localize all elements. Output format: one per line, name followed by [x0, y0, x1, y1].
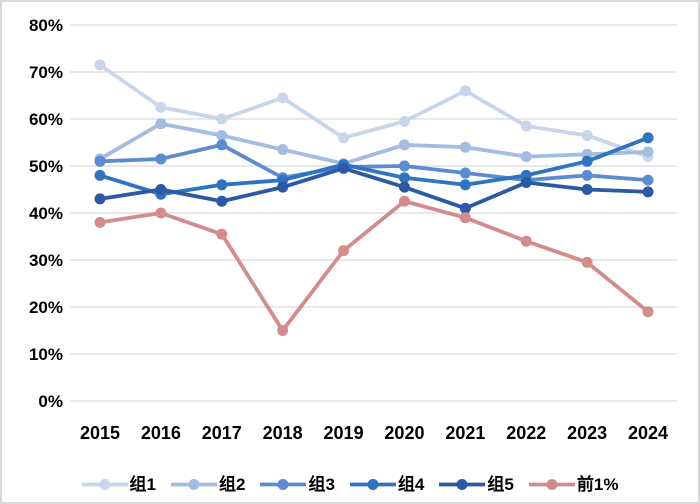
- series-marker-前1%: [642, 306, 654, 318]
- legend-item-组4: 组4: [349, 475, 425, 494]
- series-marker-前1%: [398, 195, 410, 207]
- series-marker-组1: [94, 59, 106, 71]
- x-tick-label: 2020: [384, 423, 424, 443]
- series-line-组2: [98, 121, 650, 166]
- series-marker-组4: [459, 179, 471, 191]
- series-marker-组3: [459, 167, 471, 179]
- series-marker-组5: [520, 176, 532, 188]
- series-marker-组2: [155, 118, 167, 130]
- series-marker-前1%: [338, 245, 350, 257]
- series-marker-组2: [398, 139, 410, 151]
- series-marker-前1%: [155, 207, 167, 219]
- legend-label: 组3: [308, 475, 335, 494]
- series-line-组4: [98, 135, 650, 197]
- series-marker-组4: [642, 132, 654, 144]
- series-marker-组4: [216, 179, 228, 191]
- series-marker-前1%: [216, 228, 228, 240]
- x-tick-label: 2021: [445, 423, 485, 443]
- x-tick-label: 2018: [263, 423, 303, 443]
- series-marker-组2: [520, 151, 532, 163]
- series-marker-组4: [94, 169, 106, 181]
- y-tick-label: 20%: [29, 298, 63, 317]
- x-tick-label: 2016: [141, 423, 181, 443]
- legend: 组1 组2 组3 组4 组5 前1%: [2, 476, 698, 493]
- series-marker-组5: [155, 184, 167, 195]
- legend-label: 组1: [129, 475, 156, 494]
- series-marker-组4: [398, 172, 410, 184]
- legend-swatch-icon: [528, 479, 575, 490]
- series-line-前1%: [98, 199, 650, 333]
- series-marker-组2: [277, 144, 289, 156]
- series-marker-组1: [459, 85, 471, 97]
- series-marker-组1: [398, 115, 410, 127]
- series-line-组1: [98, 63, 650, 159]
- series-marker-组5: [277, 181, 289, 193]
- series-marker-组3: [94, 155, 106, 167]
- legend-label: 组4: [397, 475, 425, 494]
- series-marker-组5: [459, 202, 471, 214]
- legend-swatch-icon: [81, 479, 128, 490]
- legend-swatch-icon: [439, 479, 486, 490]
- legend-item-组3: 组3: [260, 475, 335, 494]
- series-marker-组2: [642, 146, 654, 158]
- series-marker-组5: [642, 186, 654, 198]
- y-tick-label: 30%: [29, 251, 63, 270]
- series-marker-前1%: [459, 212, 471, 224]
- series-marker-组1: [216, 113, 228, 125]
- series-marker-组1: [277, 92, 289, 104]
- series-marker-组2: [216, 129, 228, 141]
- x-tick-label: 2019: [324, 423, 364, 443]
- series-line-组5: [98, 166, 650, 211]
- series-marker-组5: [581, 184, 593, 195]
- y-tick-label: 10%: [29, 345, 63, 364]
- series-marker-组1: [581, 129, 593, 141]
- y-tick-label: 60%: [29, 110, 63, 129]
- series-marker-前1%: [277, 325, 289, 336]
- series-marker-组5: [216, 195, 228, 207]
- legend-item-组2: 组2: [171, 476, 245, 493]
- series-line-组3: [98, 142, 650, 183]
- y-tick-label: 0%: [38, 392, 63, 411]
- legend-swatch-icon: [171, 479, 217, 490]
- y-tick-label: 40%: [29, 204, 63, 223]
- x-tick-label: 2017: [202, 423, 242, 443]
- series-marker-组1: [520, 120, 532, 132]
- series-marker-组3: [398, 160, 410, 172]
- legend-label: 前1%: [576, 475, 619, 494]
- series-marker-组4: [581, 155, 593, 167]
- series-marker-组2: [459, 141, 471, 153]
- series-marker-组1: [155, 101, 167, 113]
- plot-area: 0% 10% 20% 30% 40% 50% 60% 70% 80% 2015 2016 2017 20…: [29, 16, 677, 443]
- x-tick-label: 2015: [80, 423, 120, 443]
- legend-item-组5: 组5: [439, 475, 514, 494]
- x-tick-label: 2022: [506, 423, 546, 443]
- series-marker-组1: [338, 132, 350, 144]
- series-marker-组3: [642, 174, 654, 186]
- legend-item-前1%: 前1%: [528, 475, 619, 494]
- y-tick-label: 50%: [29, 157, 63, 176]
- legend-swatch-icon: [260, 479, 307, 490]
- legend-item-组1: 组1: [81, 475, 156, 494]
- y-tick-label: 70%: [29, 63, 63, 82]
- series-marker-前1%: [520, 235, 532, 247]
- y-tick-label: 80%: [29, 16, 63, 35]
- series-marker-组5: [338, 162, 350, 174]
- legend-swatch-icon: [349, 479, 396, 490]
- series-marker-组5: [398, 181, 410, 193]
- series-marker-前1%: [94, 216, 106, 228]
- series-marker-组3: [581, 169, 593, 181]
- legend-label: 组2: [219, 475, 246, 494]
- x-tick-label: 2023: [567, 423, 607, 443]
- x-tick-label: 2024: [628, 423, 668, 443]
- series-marker-组3: [216, 139, 228, 151]
- series-marker-前1%: [581, 256, 593, 268]
- series-marker-组5: [94, 193, 106, 205]
- legend-label: 组5: [487, 475, 514, 494]
- series-marker-组3: [155, 153, 167, 165]
